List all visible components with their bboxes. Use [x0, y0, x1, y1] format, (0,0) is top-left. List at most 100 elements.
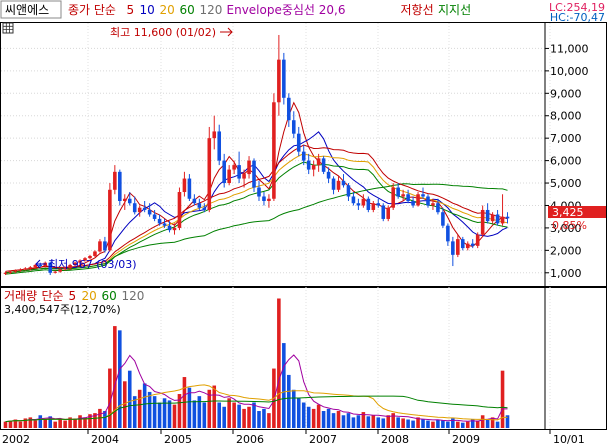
price-tick-label: 1,000	[550, 267, 582, 280]
volume-bar	[127, 370, 132, 428]
candle-body	[118, 171, 122, 201]
candle-body	[282, 59, 286, 98]
candle-body	[157, 218, 162, 224]
volume-bar	[212, 385, 217, 428]
volume-bar	[331, 413, 336, 428]
support-line	[5, 161, 508, 275]
candle-body	[182, 178, 187, 193]
volume-bar	[495, 421, 500, 428]
volume-bar	[78, 415, 82, 428]
volume-bar	[456, 421, 460, 428]
candle-body	[386, 207, 391, 219]
volume-bar	[441, 420, 445, 428]
legend-item: 60	[180, 3, 195, 17]
legend-item: 10	[140, 3, 155, 17]
candle-body	[83, 258, 87, 261]
candle-body	[321, 158, 326, 172]
candle-body	[296, 133, 301, 152]
volume-bar	[460, 422, 465, 428]
candle-body	[311, 165, 316, 170]
candle-body	[451, 241, 455, 255]
candle-body	[490, 214, 495, 222]
volume-bar	[48, 416, 53, 428]
volume-bar	[336, 411, 341, 428]
candle-body	[242, 174, 246, 179]
price-tick-label: 9,000	[550, 87, 582, 100]
volume-bar	[28, 417, 33, 428]
candle-body	[401, 194, 405, 197]
price-tick-label: 6,000	[550, 155, 582, 168]
candle-body	[8, 271, 13, 273]
candle-body	[485, 209, 490, 222]
volume-bar	[421, 419, 425, 428]
candle-body	[257, 187, 261, 197]
candle-body	[456, 239, 460, 255]
candle-body	[436, 203, 440, 213]
candle-body	[93, 251, 97, 256]
volume-bar	[386, 415, 391, 428]
grid-view-icon[interactable]	[2, 22, 14, 34]
candle-body	[446, 225, 450, 242]
volume-bar	[33, 420, 38, 428]
volume-bar	[361, 412, 366, 428]
volume-bar	[202, 402, 207, 428]
volume-bar	[411, 420, 415, 428]
candle-body	[137, 207, 142, 213]
stock-name-box[interactable]	[0, 0, 62, 19]
candle-body	[132, 203, 137, 213]
volume-bar	[147, 391, 152, 428]
volume-bar	[187, 387, 192, 428]
candle-body	[162, 223, 167, 226]
volume-bar	[376, 417, 381, 428]
volume-legend-item: 20	[82, 289, 97, 303]
price-tick-label: 10,000	[550, 65, 589, 78]
volume-bar	[142, 383, 147, 428]
volume-bar	[93, 413, 97, 428]
volume-bar	[321, 411, 326, 428]
candle-body	[326, 171, 331, 179]
max-arrow-icon	[220, 27, 233, 37]
volume-bar	[306, 406, 311, 428]
volume-ma5-line	[5, 354, 508, 423]
candle-body	[98, 241, 102, 252]
time-tick-label: 2005	[164, 433, 192, 446]
candle-body	[391, 187, 395, 208]
volume-bar	[371, 415, 376, 428]
volume-bar	[172, 404, 177, 428]
candle-body	[63, 268, 67, 270]
time-axis: 2002 2004 2005 2006 2007 2008 2009 10/01	[2, 429, 585, 446]
candle-body	[147, 209, 152, 215]
indicator-legend: 종가 단순 5 10 20 60 120 Envelope중심선 20,6 저항선 지지선	[68, 3, 471, 17]
volume-legend-item: 5	[69, 289, 77, 303]
candle-body	[68, 264, 72, 269]
volume-bar	[381, 418, 386, 428]
legend-item: 지지선	[438, 3, 471, 17]
volume-bar	[311, 408, 316, 428]
candle-body	[33, 264, 38, 268]
candle-body	[18, 269, 23, 271]
volume-bar	[282, 343, 286, 428]
volume-bar	[58, 419, 62, 428]
volume-bar	[247, 406, 251, 428]
candle-body	[376, 203, 381, 206]
time-tick-label: 2007	[309, 433, 337, 446]
volume-bar	[426, 420, 430, 428]
candle-body	[172, 227, 177, 231]
candle-body	[480, 209, 485, 235]
candle-body	[237, 165, 241, 179]
volume-bar	[296, 398, 301, 428]
candle-body	[470, 243, 475, 246]
volume-bar	[177, 394, 182, 428]
volume-bar	[242, 408, 246, 428]
legend-item: 저항선	[401, 3, 434, 17]
candle-body	[217, 131, 222, 161]
price-tick-label: 3,000	[550, 222, 582, 235]
time-tick-label: 2009	[452, 433, 480, 446]
candle-body	[142, 207, 147, 210]
volume-bar	[157, 402, 162, 428]
candle-body	[73, 262, 77, 265]
price-tick-label: 11,000	[550, 42, 589, 55]
volume-bar	[356, 415, 361, 428]
candle-body	[495, 214, 500, 224]
